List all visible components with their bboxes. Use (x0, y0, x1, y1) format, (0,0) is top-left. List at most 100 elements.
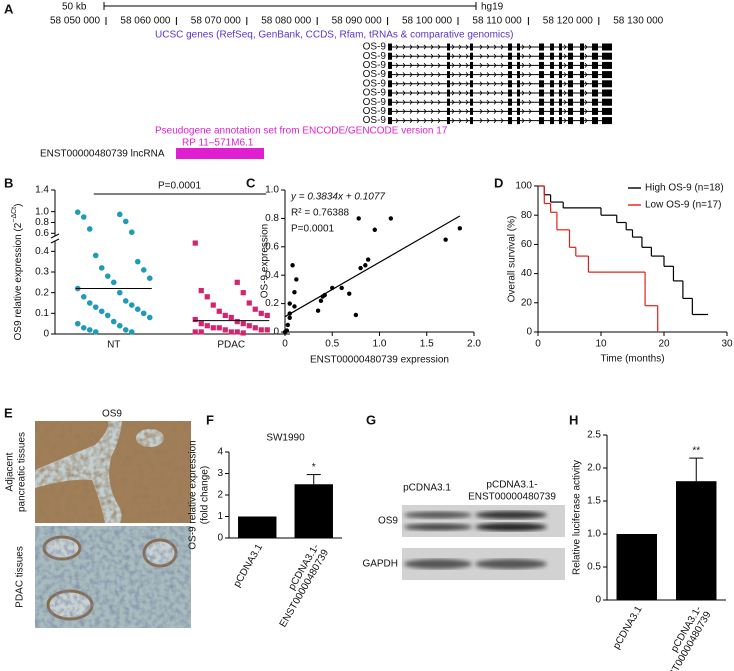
position-label: 58 110 000 (472, 16, 522, 27)
exon (580, 43, 584, 51)
position-label: 58 070 000 (191, 16, 241, 27)
data-point (104, 273, 111, 279)
bar (294, 484, 333, 538)
data-point (86, 300, 93, 306)
exon (508, 117, 512, 125)
exon (470, 43, 473, 51)
gene-label: OS-9 (363, 69, 387, 80)
ihc-images: OS9 Adjacent pancreatic tissues PDAC tis… (5, 409, 191, 628)
y-tick-label: 2.5 (587, 430, 601, 441)
exon (592, 71, 598, 79)
data-point (122, 298, 129, 304)
data-point (287, 301, 292, 306)
exon (470, 89, 473, 97)
y-tick-label: 80 (521, 210, 533, 221)
exon (388, 107, 392, 115)
exon (447, 43, 450, 51)
exon (602, 107, 612, 115)
data-point (264, 327, 270, 333)
data-point (80, 294, 87, 300)
data-point (240, 290, 246, 296)
panel-label: D (494, 175, 503, 190)
data-point (356, 216, 361, 221)
data-point (363, 263, 368, 268)
y-tick-label: 0.2 (265, 298, 279, 309)
x-tick-label: 1.0 (373, 339, 387, 350)
bar (676, 481, 717, 600)
x-tick-label: 20 (658, 339, 670, 350)
y-tick-label: 2 (217, 490, 223, 501)
exon (470, 71, 473, 79)
exon (580, 107, 584, 115)
axis-break (50, 238, 60, 244)
exon (550, 43, 554, 51)
annotation: R² = 0.76388 (291, 208, 350, 219)
y-tick-label: 0.6 (35, 228, 49, 239)
significance: * (312, 462, 316, 473)
gene-model (388, 80, 612, 88)
data-point (92, 252, 99, 259)
data-point (347, 291, 352, 296)
exon (539, 80, 544, 88)
y-tick-label: 1.0 (35, 206, 49, 217)
exon (447, 89, 450, 97)
exon (447, 98, 450, 106)
data-point (234, 329, 240, 335)
exon (568, 43, 573, 51)
exon (539, 61, 544, 69)
exon (602, 117, 612, 125)
exon (580, 80, 584, 88)
exon (580, 89, 584, 97)
y-axis-label: OS-9 relative expression (188, 440, 199, 550)
gene-model (388, 71, 612, 79)
exon (388, 52, 392, 60)
data-point (98, 308, 105, 315)
lane-label: ENST00000480739 (468, 492, 556, 503)
gene-model (388, 107, 612, 115)
exon (517, 43, 520, 51)
y-tick-label: 1.0 (265, 185, 279, 196)
position-label: 58 080 000 (261, 16, 311, 27)
x-tick-label: 30 (721, 339, 733, 350)
exon (470, 52, 473, 60)
exon (388, 61, 392, 69)
exon (559, 52, 562, 60)
exon (388, 98, 392, 106)
gene-model (388, 61, 612, 69)
exon (517, 107, 520, 115)
exon (517, 98, 520, 106)
exon (602, 52, 612, 60)
data-point (134, 258, 141, 265)
data-point (116, 211, 123, 218)
position-label: 58 050 000 (50, 16, 100, 27)
data-point (128, 302, 135, 308)
significance: ** (692, 446, 700, 457)
exon (568, 52, 573, 60)
data-point (287, 311, 292, 316)
exon (568, 71, 573, 79)
y-tick-label: 0.4 (265, 270, 279, 281)
exon (388, 80, 392, 88)
exon (550, 89, 554, 97)
genome-browser: 50 kb hg19 UCSC genes (RefSeq, GenBank, … (40, 2, 513, 160)
data-point (140, 310, 147, 317)
data-point (134, 306, 141, 313)
band-label: OS9 (378, 516, 398, 527)
exon (447, 117, 450, 125)
annotation: y = 0.3834x + 0.1077 (290, 192, 385, 203)
exon (517, 89, 520, 97)
lncrna-label: ENST00000480739 lncRNA (40, 149, 165, 160)
gene-model (388, 117, 612, 125)
x-tick-label: 1.5 (420, 339, 434, 350)
data-point (128, 229, 135, 236)
exon (592, 98, 598, 106)
exon (447, 52, 450, 60)
exon (550, 80, 554, 88)
x-tick-label: NT (107, 340, 120, 351)
data-point (358, 265, 363, 271)
exon (580, 117, 584, 125)
data-point (116, 289, 123, 296)
gene-label: OS-9 (363, 115, 387, 126)
data-point (210, 325, 216, 331)
panel-label: C (246, 175, 256, 190)
